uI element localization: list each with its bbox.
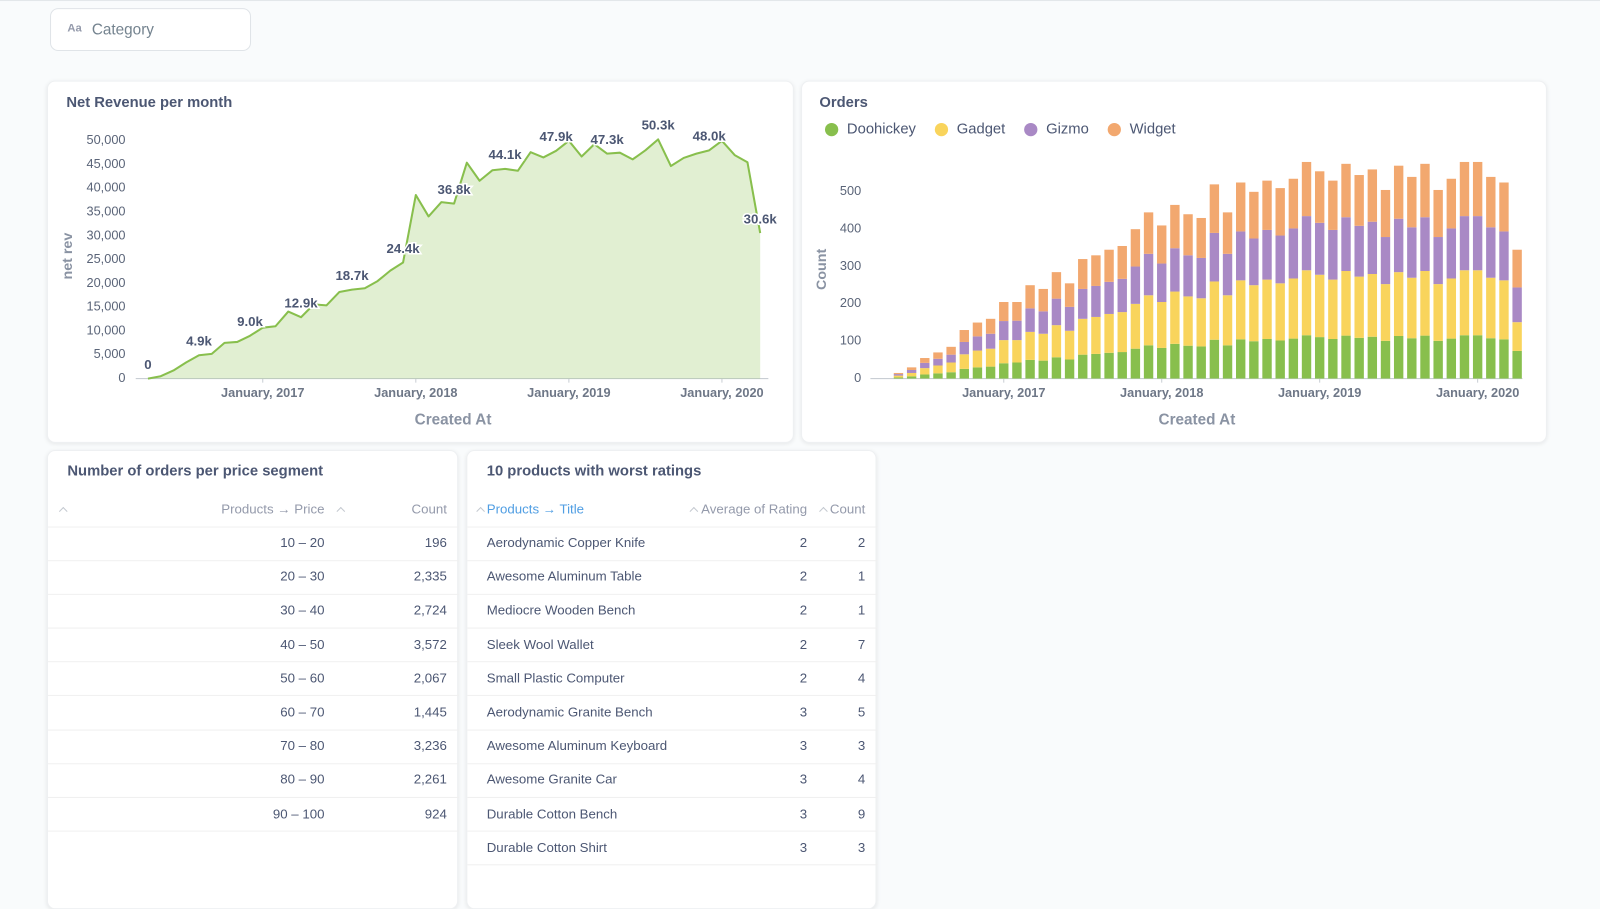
table-cell: 3 xyxy=(799,805,808,822)
table-cell: 30 – 40 xyxy=(280,602,325,618)
table-title: Number of orders per price segment xyxy=(67,463,324,480)
table-cell: Small Plastic Computer xyxy=(486,670,625,686)
table-cell: 3 xyxy=(799,737,808,754)
row-divider xyxy=(47,559,460,561)
table-cell: 10 – 20 xyxy=(280,534,325,550)
filter-label: Category xyxy=(91,21,154,39)
table-cell: 40 – 50 xyxy=(280,636,325,652)
row-divider xyxy=(47,729,460,731)
row-divider xyxy=(467,593,878,595)
table-cell: 4 xyxy=(857,670,866,686)
table-cell: 70 – 80 xyxy=(280,737,325,754)
sort-icon xyxy=(476,506,485,516)
table-cell: 1 xyxy=(857,602,866,618)
table-cell: 4 xyxy=(857,771,866,788)
table-cell: Aerodynamic Copper Knife xyxy=(486,534,646,550)
row-divider xyxy=(47,796,460,798)
row-divider xyxy=(47,661,460,663)
row-divider xyxy=(47,627,460,629)
table-cell: 2 xyxy=(799,636,808,652)
sort-icon xyxy=(819,506,828,516)
table-cell: 1 xyxy=(857,568,866,584)
row-divider xyxy=(47,763,460,765)
row-divider xyxy=(467,763,878,765)
table-cell: Sleek Wool Wallet xyxy=(486,636,594,652)
table-cell: 2,335 xyxy=(413,568,447,584)
row-divider xyxy=(467,830,878,832)
column-header[interactable]: Count xyxy=(411,501,447,517)
table-cell: 2 xyxy=(799,670,808,686)
table-title: 10 products with worst ratings xyxy=(486,463,702,480)
column-header[interactable]: Products → Title xyxy=(486,501,585,517)
table-cell: 196 xyxy=(424,534,447,550)
table-cell: 2,067 xyxy=(413,670,447,686)
table-cell: 3,236 xyxy=(413,737,447,754)
table-cell: 3,572 xyxy=(413,636,447,652)
table-cell: 20 – 30 xyxy=(280,568,325,584)
table-cell: Awesome Aluminum Table xyxy=(486,568,642,584)
row-divider xyxy=(467,627,878,629)
column-header[interactable]: Average of Rating xyxy=(701,501,808,517)
header-divider xyxy=(467,526,878,528)
row-divider xyxy=(467,559,878,561)
filter-icon: Aa xyxy=(67,22,82,35)
header-divider xyxy=(47,526,460,528)
sort-icon xyxy=(689,506,699,516)
table-cell: 2 xyxy=(799,534,808,550)
table-cell: 3 xyxy=(857,737,866,754)
table-cell: Durable Cotton Bench xyxy=(486,805,618,822)
line-card xyxy=(46,80,794,443)
table-cell: 3 xyxy=(857,839,866,855)
row-divider xyxy=(47,695,460,697)
row-divider xyxy=(467,695,878,697)
row-divider xyxy=(47,593,460,595)
table-cell: 90 – 100 xyxy=(272,805,325,822)
table-cell: 50 – 60 xyxy=(280,670,325,686)
table-cell: 2,724 xyxy=(413,602,447,618)
table-cell: 3 xyxy=(799,771,808,788)
row-divider xyxy=(467,796,878,798)
table-cell: 2 xyxy=(799,568,808,584)
sort-icon xyxy=(336,506,346,516)
category-filter[interactable]: Aa Category xyxy=(49,8,252,52)
table-cell: 2,261 xyxy=(413,771,447,788)
table-cell: 2 xyxy=(799,602,808,618)
row-divider xyxy=(467,661,878,663)
table-cell: 1,445 xyxy=(413,704,447,720)
bar-card xyxy=(801,80,1547,443)
table-cell: Awesome Aluminum Keyboard xyxy=(486,737,668,754)
sort-icon xyxy=(58,506,68,516)
column-header[interactable]: Count xyxy=(829,501,866,517)
table-cell: Aerodynamic Granite Bench xyxy=(486,704,653,720)
table-cell: 9 xyxy=(857,805,866,822)
row-divider xyxy=(467,864,878,866)
table-card: 10 products with worst ratings Products →… xyxy=(466,449,878,909)
table-cell: 3 xyxy=(799,704,808,720)
table-cell: Durable Cotton Shirt xyxy=(486,839,607,855)
table-cell: 5 xyxy=(857,704,866,720)
table-cell: 7 xyxy=(857,636,866,652)
table-cell: 924 xyxy=(424,805,447,822)
table-cell: Mediocre Wooden Bench xyxy=(486,602,636,618)
table-cell: 60 – 70 xyxy=(280,704,325,720)
row-divider xyxy=(467,729,878,731)
column-header[interactable]: Products → Price xyxy=(221,501,325,517)
table-cell: 80 – 90 xyxy=(280,771,325,788)
row-divider xyxy=(47,830,460,832)
table-cell: 2 xyxy=(857,534,866,550)
table-cell: 3 xyxy=(799,839,808,855)
table-cell: Awesome Granite Car xyxy=(486,771,617,788)
table-card: Number of orders per price segment Produc… xyxy=(46,449,460,909)
